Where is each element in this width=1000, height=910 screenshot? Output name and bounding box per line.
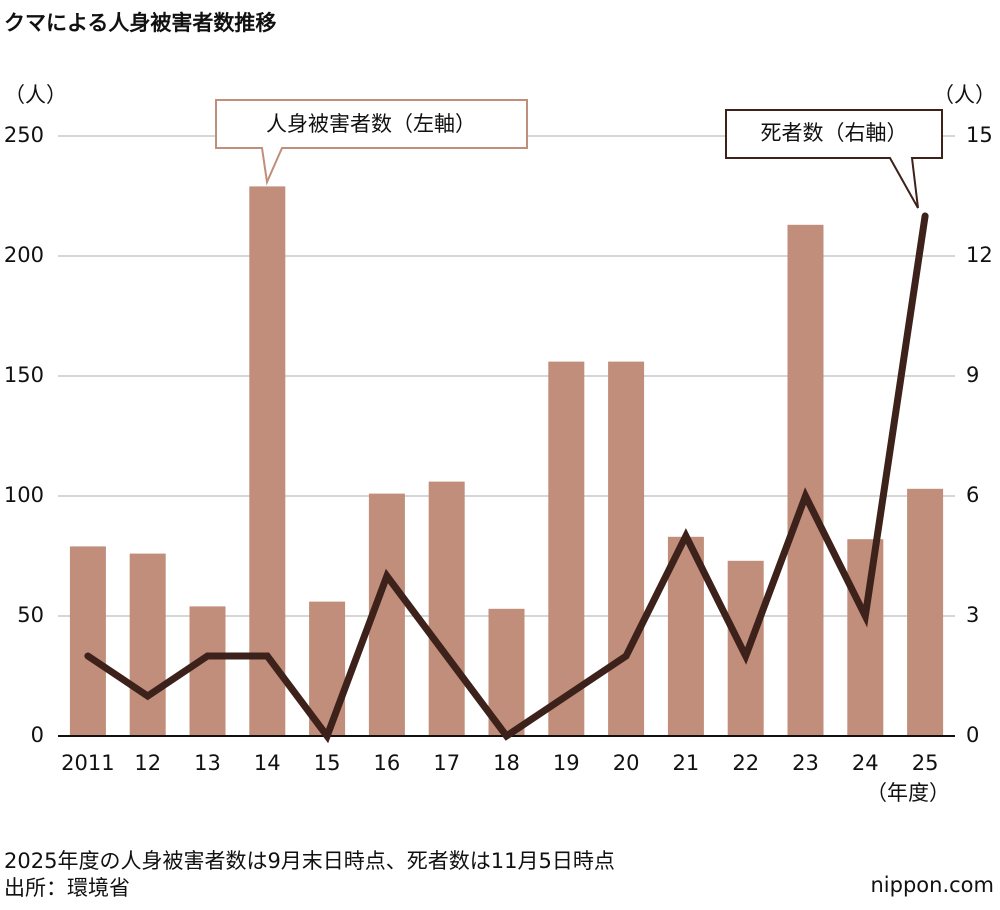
bar xyxy=(69,546,106,736)
y2-tick-label: 3 xyxy=(966,603,979,627)
x-tick-label: 18 xyxy=(493,751,520,775)
x-tick-label: 14 xyxy=(254,751,281,775)
plot-area: 0 50 100 150 200 250 0 3 6 9 12 15 2011 12 13 14 15 16 17 1… xyxy=(4,123,993,775)
y-tick-label: 0 xyxy=(31,723,44,747)
bar xyxy=(249,186,286,736)
x-tick-label: 15 xyxy=(314,751,341,775)
bar xyxy=(847,539,884,736)
x-tick-label: 21 xyxy=(673,751,700,775)
x-tick-label: 13 xyxy=(194,751,221,775)
x-tick-label: 17 xyxy=(433,751,460,775)
y2-axis-unit: （人） xyxy=(933,83,996,107)
bar xyxy=(548,361,585,736)
callout-box xyxy=(215,99,528,186)
x-tick-label: 2011 xyxy=(61,751,114,775)
y-tick-label: 150 xyxy=(4,363,44,387)
x-tick-label: 23 xyxy=(792,751,819,775)
x-tick-label: 24 xyxy=(852,751,879,775)
callout-box xyxy=(725,109,943,209)
line xyxy=(84,212,929,744)
x-tick-label: 19 xyxy=(553,751,580,775)
bar xyxy=(608,361,645,736)
source: 出所：環境省 xyxy=(4,876,130,900)
y2-tick-label: 6 xyxy=(966,483,979,507)
brand: nippon.com xyxy=(871,873,995,897)
y-tick-label: 50 xyxy=(17,603,44,627)
bar xyxy=(189,606,226,736)
x-tick-label: 25 xyxy=(912,751,939,775)
x-axis-unit: （年度） xyxy=(866,781,950,805)
legend-label: 死者数（右軸） xyxy=(761,121,908,145)
callout-bar: 人身被害者数（左軸） xyxy=(215,99,528,186)
y2-tick-label: 12 xyxy=(966,243,993,267)
y-axis-unit: （人） xyxy=(4,83,67,107)
callout-line: 死者数（右軸） xyxy=(725,109,943,209)
bar xyxy=(428,481,465,736)
y2-tick-label: 15 xyxy=(966,123,993,147)
chart-title: クマによる人身被害者数推移 xyxy=(4,11,276,35)
x-tick-label: 16 xyxy=(374,751,401,775)
bar xyxy=(129,553,166,736)
y-tick-label: 250 xyxy=(4,123,44,147)
y2-tick-label: 9 xyxy=(966,363,979,387)
x-tick-label: 22 xyxy=(732,751,759,775)
bar xyxy=(667,536,704,736)
y-tick-label: 100 xyxy=(4,483,44,507)
bar xyxy=(907,488,944,736)
y2-tick-label: 0 xyxy=(966,723,979,747)
x-tick-label: 20 xyxy=(613,751,640,775)
legend-label: 人身被害者数（左軸） xyxy=(266,112,476,136)
bar xyxy=(787,224,824,737)
y-tick-label: 200 xyxy=(4,243,44,267)
note: 2025年度の人身被害者数は9月末日時点、死者数は11月5日時点 xyxy=(4,849,615,873)
x-tick-label: 12 xyxy=(134,751,161,775)
